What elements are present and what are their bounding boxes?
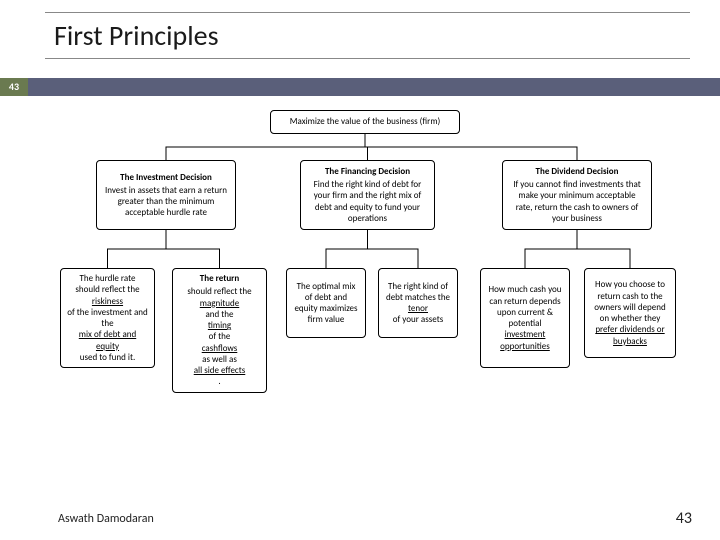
node-root: Maximize the value of the business (firm… (270, 110, 460, 134)
node-mix: The optimal mix of debt and equity maxim… (286, 268, 366, 338)
node-kind: The right kind of debt matches the tenor… (378, 268, 458, 338)
node-finance: The Financing DecisionFind the right kin… (300, 160, 435, 230)
title-rule-top (45, 12, 690, 13)
node-howreturn: How you choose to return cash to the own… (584, 268, 676, 358)
accent-bar (0, 78, 720, 96)
slide-number-badge: 43 (0, 78, 28, 96)
node-howmuch: How much cash you can return depends upo… (480, 268, 570, 368)
footer-page-number: 43 (676, 509, 692, 528)
node-invest: The Investment DecisionInvest in assets … (96, 160, 236, 230)
node-return: The returnshould reflect the magnitude a… (172, 268, 267, 393)
node-dividend: The Dividend DecisionIf you cannot find … (502, 160, 652, 230)
page-title: First Principles (54, 18, 219, 53)
node-hurdle: The hurdle rate should reflect the riski… (60, 268, 155, 368)
principles-diagram: Maximize the value of the business (firm… (0, 100, 720, 470)
footer-author: Aswath Damodaran (58, 512, 154, 526)
title-rule-bottom (45, 58, 690, 59)
